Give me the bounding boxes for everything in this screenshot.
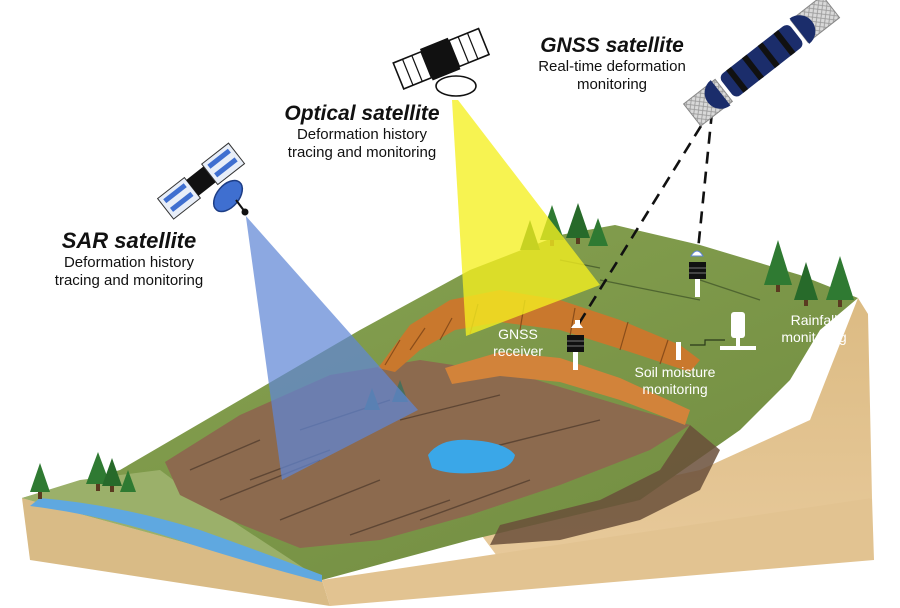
tree-icon bbox=[794, 262, 818, 306]
pond bbox=[428, 439, 515, 474]
cliff-face-right bbox=[470, 298, 872, 560]
scarp-upper bbox=[378, 290, 700, 372]
optical-satellite-title: Optical satellite bbox=[284, 102, 440, 125]
sar-satellite-title: SAR satellite bbox=[61, 228, 197, 253]
sar-satellite-label: SAR satellite Deformation history tracin… bbox=[24, 228, 234, 290]
optical-beam bbox=[452, 100, 600, 336]
sar-satellite-desc-1: Deformation history bbox=[63, 254, 195, 272]
cliff-face-front-right bbox=[322, 498, 874, 606]
gnss-receiver-icon bbox=[567, 320, 584, 370]
tree-icon bbox=[30, 463, 50, 499]
optical-satellite-label: Optical satellite Deformation history tr… bbox=[262, 101, 462, 162]
gnss-receiver-icon-upper bbox=[689, 250, 706, 297]
soil-sensor-icon bbox=[676, 342, 681, 360]
optical-satellite-desc-2: tracing and monitoring bbox=[287, 144, 437, 162]
gnss-satellite-desc-2: monitoring bbox=[576, 76, 648, 94]
tree-icon bbox=[826, 256, 854, 307]
tree-icon bbox=[566, 203, 590, 244]
cliff-face-front bbox=[22, 498, 330, 606]
soil-moisture-label-1: Soil moisture bbox=[634, 364, 716, 380]
gnss-satellite-icon bbox=[682, 0, 841, 127]
soil-moisture-label: Soil moisture monitoring bbox=[610, 364, 740, 398]
tree-icon bbox=[120, 470, 136, 492]
sar-antenna-dish bbox=[212, 179, 244, 213]
river bbox=[30, 498, 322, 582]
sar-beam bbox=[245, 210, 418, 480]
slip-surface bbox=[490, 425, 720, 545]
soil-moisture-label-2: monitoring bbox=[642, 380, 708, 397]
tree-icon bbox=[764, 240, 792, 292]
sar-satellite-desc-2: tracing and monitoring bbox=[54, 272, 204, 290]
tree-icon bbox=[102, 458, 122, 492]
gnss-satellite-title: GNSS satellite bbox=[540, 34, 684, 57]
scarp-middle bbox=[445, 352, 690, 425]
tree-icon bbox=[86, 452, 110, 491]
optical-satellite-icon bbox=[392, 27, 491, 91]
rainfall-label-1: Rainfall bbox=[790, 312, 838, 328]
gnss-satellite-label: GNSS satellite Real-time deformation mon… bbox=[512, 33, 712, 94]
gnss-receiver-label-2: receiver bbox=[493, 342, 543, 359]
gnss-receiver-label-1: GNSS bbox=[498, 326, 538, 342]
sensor-cable bbox=[690, 339, 725, 346]
rain-gauge-icon bbox=[720, 312, 756, 350]
rainfall-label-2: monitoring bbox=[781, 328, 847, 345]
sar-satellite-icon bbox=[156, 142, 246, 220]
gnss-satellite-desc-1: Real-time deformation bbox=[538, 58, 686, 76]
optical-satellite-desc-1: Deformation history bbox=[296, 126, 428, 144]
tree-icon bbox=[588, 218, 608, 246]
rainfall-label: Rainfall monitoring bbox=[764, 312, 864, 346]
gnss-receiver-label: GNSS receiver bbox=[478, 326, 558, 360]
optical-lens bbox=[435, 75, 477, 97]
